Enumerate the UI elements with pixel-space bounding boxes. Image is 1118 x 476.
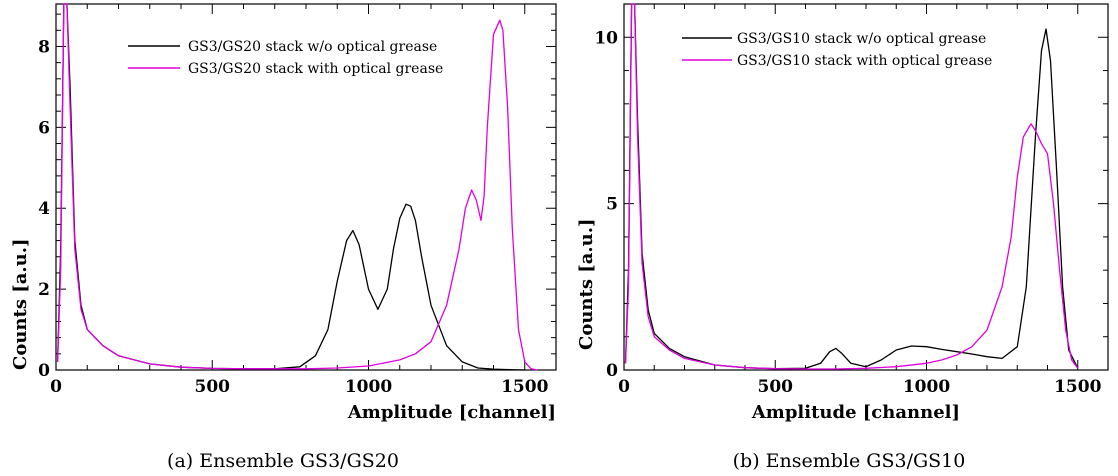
panel-a-y-tick-label-2: 4	[38, 199, 50, 219]
panel-b-x-axis-title: Amplitude [channel]	[751, 402, 960, 423]
panel-b-series-1-line	[624, 3, 1079, 370]
panel-a-frame	[55, 3, 557, 371]
panel-a: GS3/GS20 stack w/o optical grease GS3/GS…	[10, 3, 557, 472]
panel-b-caption: (b) Ensemble GS3/GS10	[733, 450, 966, 472]
panel-a-y-tick-label-0: 0	[38, 361, 50, 381]
panel-b-y-tick-label-1: 5	[606, 195, 618, 215]
panel-b-y-axis-title: Counts [a.u.]	[576, 218, 597, 350]
panel-b-series-0-line	[624, 3, 1079, 370]
panel-b: GS3/GS10 stack w/o optical grease GS3/GS…	[576, 3, 1109, 472]
panel-a-y-tick-label-3: 6	[38, 118, 50, 138]
legend-a-label-1: GS3/GS20 stack with optical grease	[188, 61, 443, 77]
panel-b-y-tick-label-2: 10	[594, 28, 618, 48]
panel-b-x-tick-label-1: 500	[758, 377, 794, 397]
panel-a-x-axis-title: Amplitude [channel]	[347, 402, 556, 423]
panel-a-y-tick-label-1: 2	[38, 280, 50, 300]
panel-a-x-tick-label-3: 1500	[501, 377, 548, 397]
panel-b-y-tick-label-0: 0	[606, 361, 618, 381]
panel-a-series-1-line	[56, 3, 538, 371]
panel-a-y-axis-title: Counts [a.u.]	[10, 238, 31, 370]
panel-a-x-tick-label-1: 500	[195, 377, 231, 397]
panel-a-x-tick-label-2: 1000	[345, 377, 392, 397]
legend-b-label-0: GS3/GS10 stack w/o optical grease	[737, 31, 986, 47]
panel-a-x-tick-label-0: 0	[50, 377, 62, 397]
panel-a-y-tick-label-4: 8	[38, 37, 50, 57]
panel-b-x-tick-label-2: 1000	[903, 377, 950, 397]
panel-b-x-tick-label-0: 0	[618, 377, 630, 397]
panel-a-series-0-line	[56, 3, 525, 371]
panel-a-caption: (a) Ensemble GS3/GS20	[167, 450, 399, 472]
legend-a-label-0: GS3/GS20 stack w/o optical grease	[188, 39, 437, 55]
panel-b-x-tick-label-3: 1500	[1054, 377, 1101, 397]
legend-b-label-1: GS3/GS10 stack with optical grease	[737, 53, 992, 69]
